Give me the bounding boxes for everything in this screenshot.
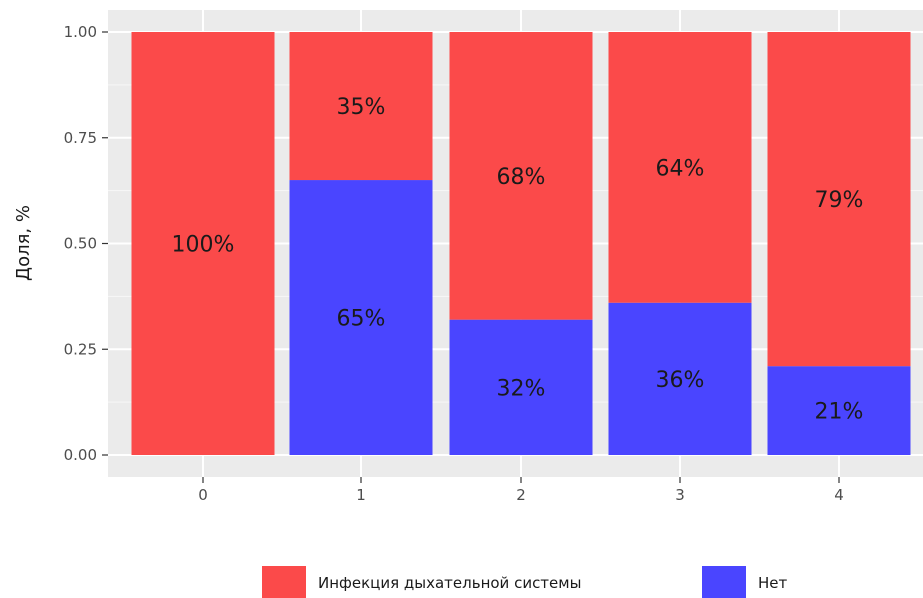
y-tick-label: 0.75 [64,129,97,147]
bars-layer [131,32,911,456]
y-axis-title: Доля, % [13,205,34,281]
legend-label: Нет [758,574,788,592]
x-tick-label: 2 [516,486,526,504]
bar-value-label: 68% [497,165,546,190]
bar-value-label: 64% [656,156,705,181]
bar-segment [289,32,433,181]
legend-key [262,566,306,598]
x-tick-label: 3 [675,486,685,504]
y-tick-label: 0.00 [64,446,97,464]
bar-value-label: 36% [656,368,705,393]
y-tick-label: 0.50 [64,235,97,253]
y-tick-label: 1.00 [64,23,97,41]
legend-key [702,566,746,598]
y-tick-label: 0.25 [64,340,97,358]
bar-value-label: 32% [497,376,546,401]
legend-label: Инфекция дыхательной системы [318,574,581,592]
bar-value-label: 100% [172,233,235,258]
bar-segment [131,32,275,455]
bar-segment [608,302,752,455]
bar-segment [449,32,593,320]
y-axis: 0.00 0.25 0.50 0.75 1.00 [64,23,108,464]
bar-value-label: 65% [337,307,386,332]
bar-value-label: 21% [815,400,864,425]
bar-segment [767,366,911,455]
x-tick-label: 1 [356,486,366,504]
bar-segment [608,32,752,303]
x-tick-label: 4 [834,486,844,504]
bar-segment [289,180,433,456]
bar-value-label: 35% [337,95,386,120]
bar-labels-layer: 100% 65% 35% 32% 68% 36% 64% 21% 79% [172,95,864,425]
legend: Инфекция дыхательной системы Нет [262,566,788,598]
x-tick-label: 0 [198,486,208,504]
bar-segment [767,32,911,367]
x-axis: 0 1 2 3 4 [198,477,844,504]
bar-segment [449,319,593,455]
bar-value-label: 79% [815,188,864,213]
